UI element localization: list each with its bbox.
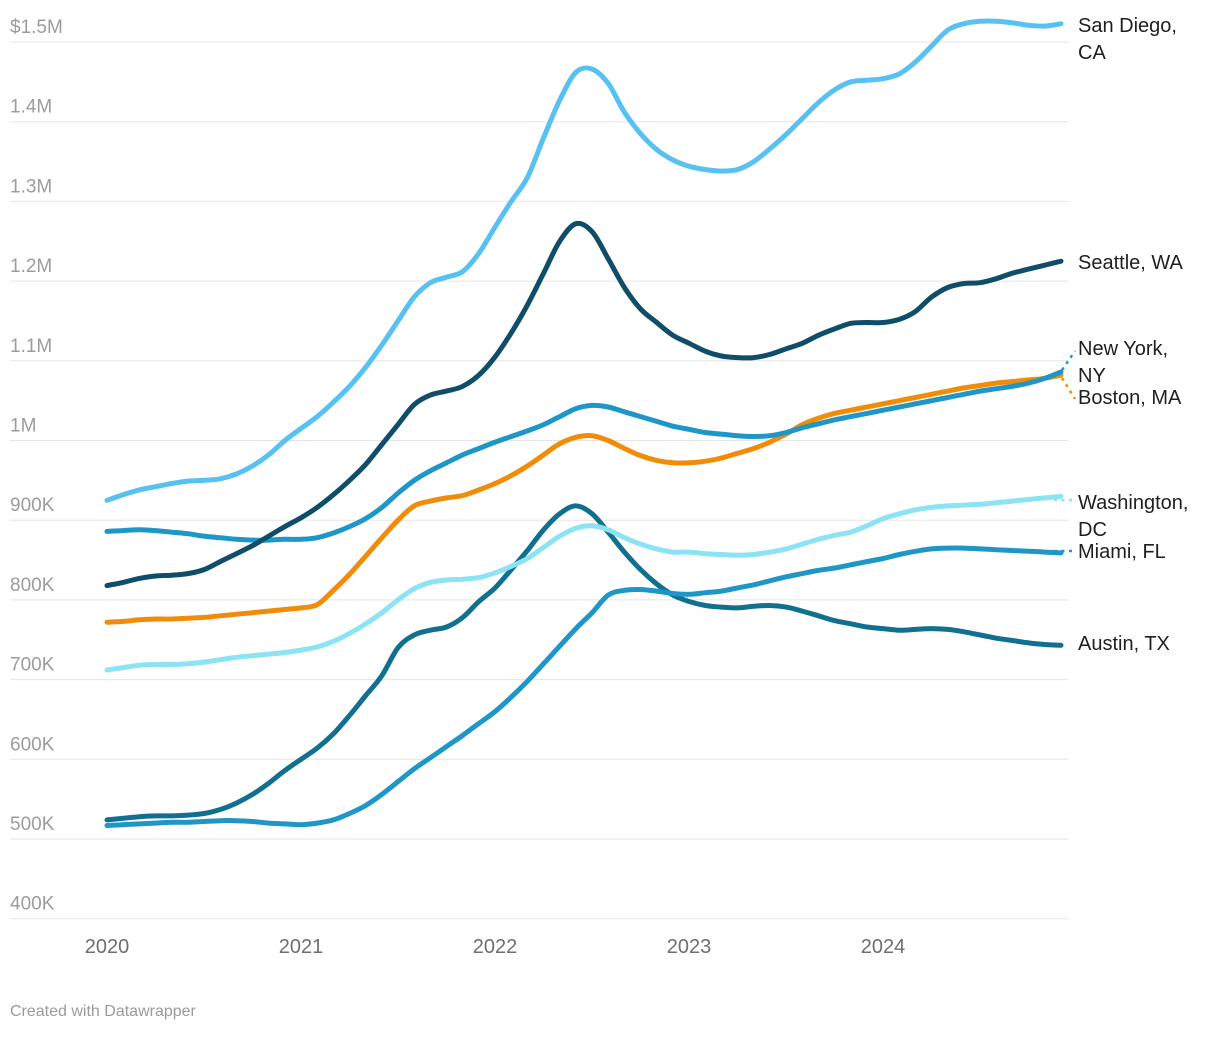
line-san-diego [104, 18, 1064, 503]
x-tick-label: 2020 [85, 936, 130, 958]
y-tick-label: 500K [10, 814, 55, 835]
y-tick-label: 1.4M [10, 97, 52, 118]
series-label-boston: Boston, MA [1078, 387, 1182, 409]
series-label-seattle: Seattle, WA [1078, 252, 1184, 274]
x-tick-label: 2022 [473, 936, 518, 958]
line-washington [104, 493, 1064, 673]
series-label-washington: Washington, [1078, 492, 1188, 514]
line-seattle [104, 220, 1064, 589]
series-label-new-york: NY [1078, 365, 1106, 387]
label-leader-lines [1054, 350, 1077, 553]
series-labels: San Diego, CA Seattle, WA New York, NYBoston… [1078, 15, 1188, 655]
line-miami [104, 545, 1064, 828]
series-label-san-diego: CA [1078, 42, 1106, 64]
y-tick-label: 1.1M [10, 336, 52, 357]
x-tick-label: 2024 [861, 936, 906, 958]
series-label-washington: DC [1078, 519, 1107, 541]
y-tick-label: 700K [10, 655, 55, 676]
x-tick-label: 2023 [667, 936, 712, 958]
y-tick-label: 1M [10, 416, 36, 437]
y-tick-label: 1.3M [10, 176, 52, 197]
y-tick-label: $1.5M [10, 17, 63, 38]
series-label-miami: Miami, FL [1078, 541, 1166, 563]
y-tick-label: 400K [10, 894, 55, 915]
series-label-san-diego: San Diego, [1078, 15, 1177, 37]
series-label-new-york: New York, [1078, 338, 1168, 360]
x-axis-labels: 2020 2021 2022 2023 2024 [85, 936, 906, 958]
line-new-york [104, 369, 1064, 543]
x-tick-label: 2021 [279, 936, 324, 958]
datawrapper-credit: Created with Datawrapper [10, 1003, 197, 1020]
y-tick-label: 800K [10, 575, 55, 596]
series-label-austin: Austin, TX [1078, 633, 1170, 655]
gridlines [10, 41, 1068, 920]
y-axis-labels: $1.5M 1.4M 1.3M 1.2M 1.1M 1M 900K 800K 700K 600K 5… [10, 17, 63, 915]
series-lines [104, 18, 1064, 828]
line-austin [104, 503, 1064, 823]
y-tick-label: 1.2M [10, 256, 52, 277]
y-tick-label: 900K [10, 495, 55, 516]
line-boston [104, 372, 1064, 625]
y-tick-label: 600K [10, 734, 55, 755]
leader-boston [1060, 377, 1077, 400]
